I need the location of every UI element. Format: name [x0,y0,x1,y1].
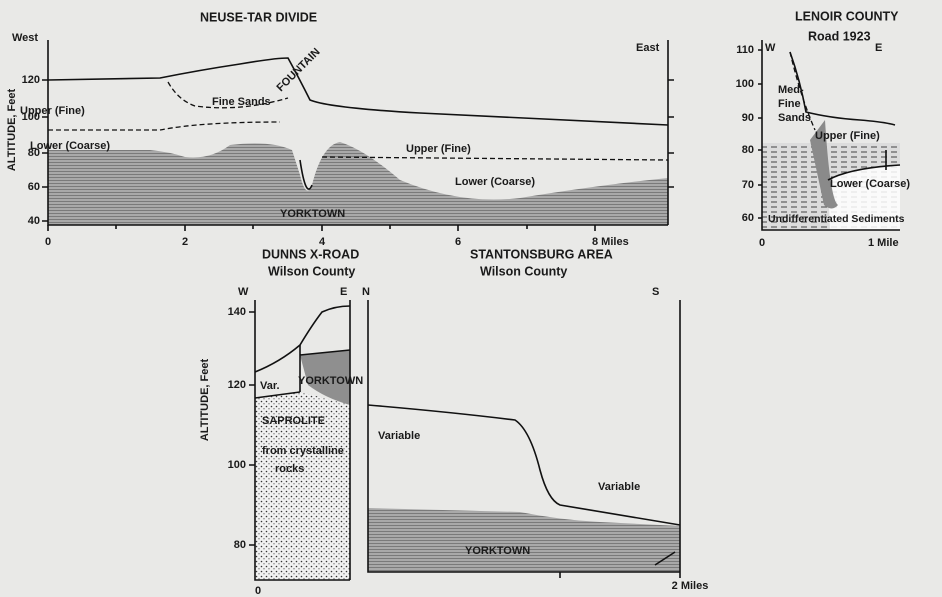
yorktown-unit [300,350,350,405]
upper-lower-contact [48,121,281,131]
title: Wilson County [268,264,355,278]
label: SAPROLITE [262,415,325,427]
title: Road 1923 [808,29,871,43]
label: Lower (Coarse) [30,140,110,152]
axes [249,300,351,581]
label: Sands [778,112,811,124]
title: STANTONSBURG AREA [470,247,613,261]
direction: W [765,42,776,54]
tick-marks [42,79,674,231]
label: YORKTOWN [298,375,363,387]
panel-lenoir: LENOIR COUNTY Road 1923 W E 110 100 90 8… [736,9,911,249]
channel [810,120,838,209]
lower-coarse [828,165,900,230]
title: DUNNS X-ROAD [262,247,359,261]
y-tick: 100 [22,111,40,123]
y-tick: 60 [742,212,754,224]
label: Lower (Coarse) [455,176,535,188]
y-tick: 40 [28,215,40,227]
y-tick: 120 [228,379,246,391]
right-contact [321,156,669,161]
x-tick: 6 [455,236,461,248]
y-tick: 120 [22,74,40,86]
contact [827,150,901,181]
fault [654,551,676,566]
surface [789,51,896,126]
direction: E [875,42,882,54]
saprolite [255,392,350,580]
axes [758,40,900,231]
y-tick: 80 [28,147,40,159]
panel-dunns: DUNNS X-ROAD Wilson County W E ALTITUDE,… [199,247,363,597]
label: Variable [598,481,640,493]
direction: N [362,286,370,298]
direction: West [12,32,38,44]
label: Lower (Coarse) [830,178,910,190]
y-tick: 140 [228,306,246,318]
label: FOUNTAIN [274,46,322,94]
upper-boundary [299,159,313,190]
label: Med- [778,84,804,96]
x-tick: 2 Miles [672,580,709,592]
direction: East [636,42,660,54]
panel-neuse-tar: NEUSE-TAR DIVIDE West East ALTITUDE, Fee… [6,10,674,248]
y-tick: 70 [742,179,754,191]
surface [47,57,669,126]
label: YORKTOWN [280,208,345,220]
surface [367,404,681,526]
x-tick: 1 Mile [868,237,899,249]
label: from crystalline [262,445,344,457]
title: Wilson County [480,264,567,278]
surface [254,305,351,373]
y-tick: 110 [736,44,754,56]
label: YORKTOWN [465,545,530,557]
y-tick: 60 [28,181,40,193]
yorktown-unit [368,508,680,572]
yorktown-unit [48,142,668,225]
y-tick: 100 [228,459,246,471]
label: Var. [260,380,280,392]
y-tick: 90 [742,112,754,124]
title: NEUSE-TAR DIVIDE [200,10,317,24]
y-axis-label: ALTITUDE, Feet [199,359,211,442]
y-axis-label: ALTITUDE, Feet [6,89,18,172]
y-tick: 80 [234,539,246,551]
panel-stantonsburg: STANTONSBURG AREA Wilson County N S 2 Mi… [362,247,708,592]
label: rocks [275,463,304,475]
label: Upper (Fine) [406,143,471,155]
direction: W [238,286,249,298]
x-tick: 4 [319,236,326,248]
contacts [254,345,351,399]
label: Variable [378,430,420,442]
x-tick: 0 [45,236,51,248]
x-tick: 2 [182,236,188,248]
x-tick: 8 Miles [592,236,629,248]
y-tick: 80 [742,144,754,156]
direction: S [652,286,659,298]
x-tick: 0 [759,237,765,249]
label: Upper (Fine) [20,105,85,117]
label: Upper (Fine) [815,130,880,142]
title: LENOIR COUNTY [795,9,899,23]
axes [367,300,681,578]
fine-sands-contact [167,81,289,109]
label: Undifferentiated Sediments [768,213,905,225]
sands-contact [789,51,816,131]
label: Fine [778,98,801,110]
y-tick: 100 [736,78,754,90]
direction: E [340,286,347,298]
x-tick: 0 [255,585,261,597]
label: Fine Sands [212,96,271,108]
